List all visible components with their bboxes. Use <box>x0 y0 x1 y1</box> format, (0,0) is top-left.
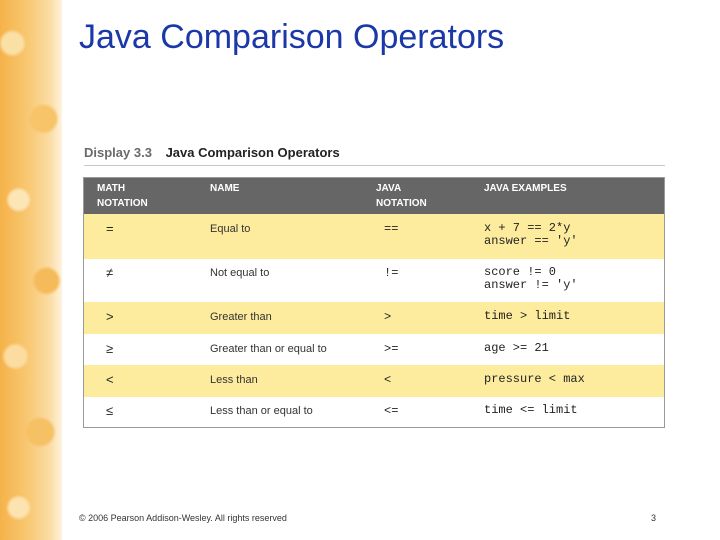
header-java-examples: JAVA EXAMPLES <box>484 183 567 194</box>
math-notation-cell: ≥ <box>106 341 114 356</box>
display-title: Java Comparison Operators <box>165 145 340 160</box>
name-cell: Equal to <box>210 223 251 235</box>
java-examples-cell: x + 7 == 2*y answer == 'y' <box>484 221 578 248</box>
table-row: > Greater than > time > limit <box>84 302 664 334</box>
java-examples-cell: time > limit <box>484 309 571 323</box>
java-notation-cell: > <box>384 310 392 324</box>
name-cell: Less than <box>210 374 258 386</box>
table-header: MATH NOTATION NAME JAVA NOTATION JAVA EX… <box>84 178 664 214</box>
page-number: 3 <box>651 513 657 523</box>
name-cell: Not equal to <box>210 267 270 279</box>
display-number: Display 3.3 <box>84 145 152 160</box>
name-cell: Greater than <box>210 311 272 323</box>
math-notation-cell: = <box>106 221 114 236</box>
java-examples-cell: score != 0 answer != 'y' <box>484 265 578 292</box>
java-notation-cell: < <box>384 373 392 387</box>
java-examples-cell: time <= limit <box>484 403 578 417</box>
table-row: < Less than < pressure < max <box>84 365 664 397</box>
math-notation-cell: ≠ <box>106 265 114 280</box>
math-notation-cell: < <box>106 372 114 387</box>
name-cell: Greater than or equal to <box>210 343 327 355</box>
java-notation-cell: >= <box>384 342 399 356</box>
math-notation-cell: > <box>106 309 114 324</box>
java-examples-cell: pressure < max <box>484 372 585 386</box>
java-notation-cell: == <box>384 222 399 236</box>
table-row: ≤ Less than or equal to <= time <= limit <box>84 397 664 427</box>
display-caption: Display 3.3 Java Comparison Operators <box>84 145 665 166</box>
header-math-notation: MATH NOTATION <box>97 183 148 209</box>
math-notation-cell: ≤ <box>106 403 114 418</box>
table-row: ≥ Greater than or equal to >= age >= 21 <box>84 334 664 365</box>
table-row: ≠ Not equal to != score != 0 answer != '… <box>84 259 664 302</box>
name-cell: Less than or equal to <box>210 405 313 417</box>
table-row: = Equal to == x + 7 == 2*y answer == 'y' <box>84 214 664 259</box>
java-examples-cell: age >= 21 <box>484 341 549 355</box>
java-notation-cell: != <box>384 266 399 280</box>
header-java-notation: JAVA NOTATION <box>376 183 427 209</box>
copyright-footer: © 2006 Pearson Addison-Wesley. All right… <box>79 513 287 523</box>
decorative-side-strip <box>0 0 62 540</box>
operators-table: MATH NOTATION NAME JAVA NOTATION JAVA EX… <box>83 177 665 428</box>
header-name: NAME <box>210 183 240 194</box>
java-notation-cell: <= <box>384 404 399 418</box>
slide-title: Java Comparison Operators <box>79 18 505 56</box>
